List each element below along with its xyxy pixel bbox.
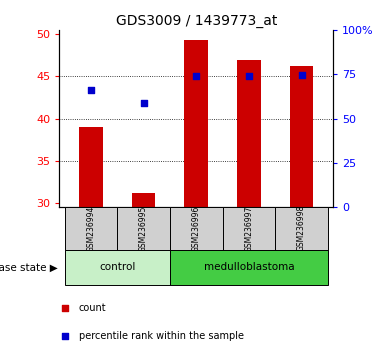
- Bar: [185, 40, 208, 207]
- Point: [141, 101, 147, 106]
- Text: count: count: [79, 303, 106, 313]
- Text: GSM236997: GSM236997: [244, 205, 254, 252]
- Bar: [237, 59, 261, 207]
- Bar: [65, 207, 117, 250]
- Bar: [170, 250, 328, 285]
- Bar: [65, 250, 170, 285]
- Point: [299, 72, 305, 78]
- Point: [62, 306, 68, 311]
- Text: medulloblastoma: medulloblastoma: [204, 262, 294, 272]
- Point: [88, 87, 94, 93]
- Text: GSM236998: GSM236998: [297, 205, 306, 251]
- Bar: [290, 66, 313, 207]
- Bar: [132, 193, 155, 207]
- Point: [193, 73, 200, 79]
- Text: GSM236995: GSM236995: [139, 205, 148, 252]
- Text: control: control: [99, 262, 136, 272]
- Text: disease state ▶: disease state ▶: [0, 262, 57, 272]
- Bar: [223, 207, 275, 250]
- Bar: [117, 207, 170, 250]
- Bar: [275, 207, 328, 250]
- Point: [246, 73, 252, 79]
- Text: percentile rank within the sample: percentile rank within the sample: [79, 331, 244, 341]
- Point: [62, 333, 68, 339]
- Title: GDS3009 / 1439773_at: GDS3009 / 1439773_at: [116, 14, 277, 28]
- Text: GSM236994: GSM236994: [87, 205, 95, 252]
- Bar: [79, 127, 103, 207]
- Text: GSM236996: GSM236996: [192, 205, 201, 252]
- Bar: [170, 207, 223, 250]
